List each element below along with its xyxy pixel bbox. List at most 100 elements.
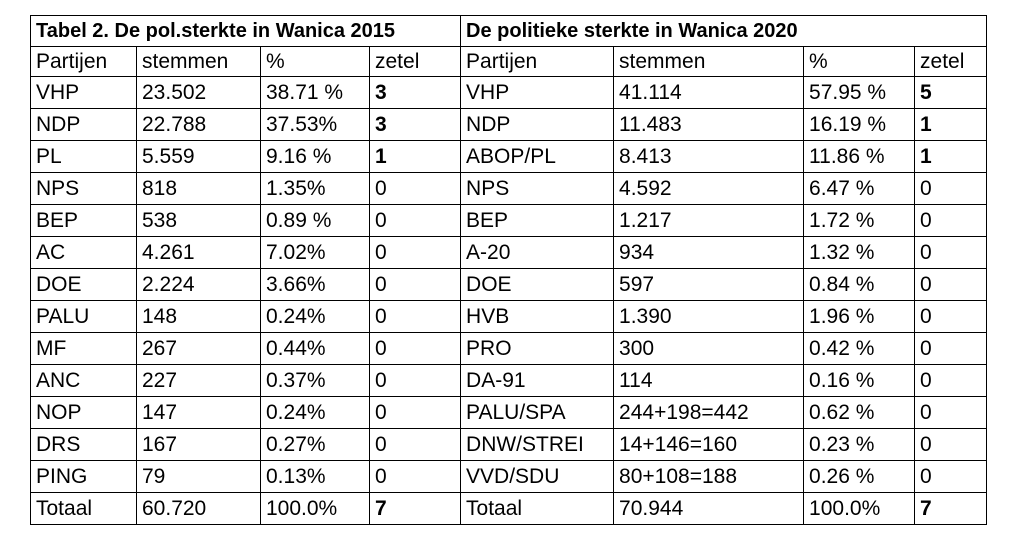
left-party-cell: DRS (30, 428, 137, 461)
left-seats-cell: 0 (368, 268, 462, 301)
right-seats-cell: 0 (914, 460, 988, 493)
table-row: VHP 23.502 38.71 % 3 VHP 41.114 57.95 % 5 (30, 76, 988, 109)
left-percent-cell: 0.37% (260, 364, 370, 397)
left-seats-cell: 3 (368, 108, 462, 141)
right-seats-cell: 0 (914, 236, 988, 269)
right-seats-cell: 0 (914, 332, 988, 365)
table-row: AC 4.261 7.02% 0 A-20 934 1.32 % 0 (30, 236, 988, 269)
right-header-stemmen: stemmen (613, 46, 805, 77)
right-percent-cell: 100.0% (803, 492, 916, 525)
left-seats-cell: 0 (368, 396, 462, 429)
left-party-cell: NOP (30, 396, 137, 429)
right-votes-cell: 1.217 (613, 204, 805, 237)
right-percent-cell: 0.26 % (803, 460, 916, 493)
left-party-cell: AC (30, 236, 137, 269)
right-seats-cell: 0 (914, 396, 988, 429)
right-party-cell: NPS (460, 172, 615, 205)
right-party-cell: NDP (460, 108, 615, 141)
left-votes-cell: 167 (136, 428, 261, 461)
left-votes-cell: 2.224 (136, 268, 261, 301)
left-party-cell: PL (30, 140, 137, 173)
table-row: Totaal 60.720 100.0% 7 Totaal 70.944 100.0% 7 (30, 492, 988, 525)
left-header-percent: % (260, 46, 370, 77)
left-percent-cell: 1.35% (260, 172, 370, 205)
left-votes-cell: 5.559 (136, 140, 261, 173)
right-party-cell: PRO (460, 332, 615, 365)
left-party-cell: PALU (30, 300, 137, 333)
right-party-cell: BEP (460, 204, 615, 237)
right-percent-cell: 57.95 % (803, 76, 916, 109)
left-party-cell: VHP (30, 76, 137, 109)
header-row: Partijen stemmen % zetel Partijen stemme… (30, 46, 988, 77)
left-votes-cell: 60.720 (136, 492, 261, 525)
left-percent-cell: 9.16 % (260, 140, 370, 173)
right-party-cell: VHP (460, 76, 615, 109)
left-percent-cell: 37.53% (260, 108, 370, 141)
right-party-cell: DOE (460, 268, 615, 301)
table-row: DRS 167 0.27% 0 DNW/STREI 14+146=160 0.23 % 0 (30, 428, 988, 461)
right-party-cell: ABOP/PL (460, 140, 615, 173)
right-percent-cell: 1.32 % (803, 236, 916, 269)
left-seats-cell: 0 (368, 204, 462, 237)
table-row: PING 79 0.13% 0 VVD/SDU 80+108=188 0.26 % 0 (30, 460, 988, 493)
left-votes-cell: 22.788 (136, 108, 261, 141)
left-votes-cell: 267 (136, 332, 261, 365)
left-party-cell: ANC (30, 364, 137, 397)
left-votes-cell: 79 (136, 460, 261, 493)
election-results-table: Tabel 2. De pol.sterkte in Wanica 2015 D… (29, 15, 988, 525)
table-row: NPS 818 1.35% 0 NPS 4.592 6.47 % 0 (30, 172, 988, 205)
right-party-cell: DA-91 (460, 364, 615, 397)
right-seats-cell: 0 (914, 428, 988, 461)
left-seats-cell: 0 (368, 460, 462, 493)
left-percent-cell: 0.89 % (260, 204, 370, 237)
right-header-partijen: Partijen (460, 46, 615, 77)
left-percent-cell: 0.24% (260, 300, 370, 333)
table-row: BEP 538 0.89 % 0 BEP 1.217 1.72 % 0 (30, 204, 988, 237)
right-seats-cell: 0 (914, 364, 988, 397)
left-party-cell: DOE (30, 268, 137, 301)
left-party-cell: PING (30, 460, 137, 493)
right-seats-cell: 1 (914, 108, 988, 141)
right-percent-cell: 1.72 % (803, 204, 916, 237)
right-votes-cell: 70.944 (613, 492, 805, 525)
left-votes-cell: 538 (136, 204, 261, 237)
left-seats-cell: 0 (368, 332, 462, 365)
right-percent-cell: 0.16 % (803, 364, 916, 397)
right-party-cell: PALU/SPA (460, 396, 615, 429)
right-party-cell: DNW/STREI (460, 428, 615, 461)
right-percent-cell: 0.42 % (803, 332, 916, 365)
right-votes-cell: 300 (613, 332, 805, 365)
left-seats-cell: 0 (368, 236, 462, 269)
right-seats-cell: 0 (914, 172, 988, 205)
right-percent-cell: 16.19 % (803, 108, 916, 141)
left-votes-cell: 818 (136, 172, 261, 205)
left-percent-cell: 38.71 % (260, 76, 370, 109)
left-seats-cell: 0 (368, 428, 462, 461)
right-votes-cell: 11.483 (613, 108, 805, 141)
table-row: DOE 2.224 3.66% 0 DOE 597 0.84 % 0 (30, 268, 988, 301)
left-party-cell: MF (30, 332, 137, 365)
right-votes-cell: 597 (613, 268, 805, 301)
right-votes-cell: 80+108=188 (613, 460, 805, 493)
right-seats-cell: 0 (914, 300, 988, 333)
right-table-title: De politieke sterkte in Wanica 2020 (460, 15, 988, 47)
left-header-stemmen: stemmen (136, 46, 261, 77)
right-votes-cell: 114 (613, 364, 805, 397)
left-percent-cell: 3.66% (260, 268, 370, 301)
right-percent-cell: 1.96 % (803, 300, 916, 333)
left-party-cell: Totaal (30, 492, 137, 525)
right-party-cell: Totaal (460, 492, 615, 525)
table-row: PALU 148 0.24% 0 HVB 1.390 1.96 % 0 (30, 300, 988, 333)
right-header-percent: % (803, 46, 916, 77)
right-votes-cell: 934 (613, 236, 805, 269)
left-percent-cell: 7.02% (260, 236, 370, 269)
left-party-cell: NDP (30, 108, 137, 141)
left-seats-cell: 0 (368, 364, 462, 397)
right-percent-cell: 0.84 % (803, 268, 916, 301)
left-votes-cell: 227 (136, 364, 261, 397)
right-votes-cell: 14+146=160 (613, 428, 805, 461)
table-row: MF 267 0.44% 0 PRO 300 0.42 % 0 (30, 332, 988, 365)
left-percent-cell: 0.13% (260, 460, 370, 493)
right-votes-cell: 1.390 (613, 300, 805, 333)
left-header-partijen: Partijen (30, 46, 137, 77)
